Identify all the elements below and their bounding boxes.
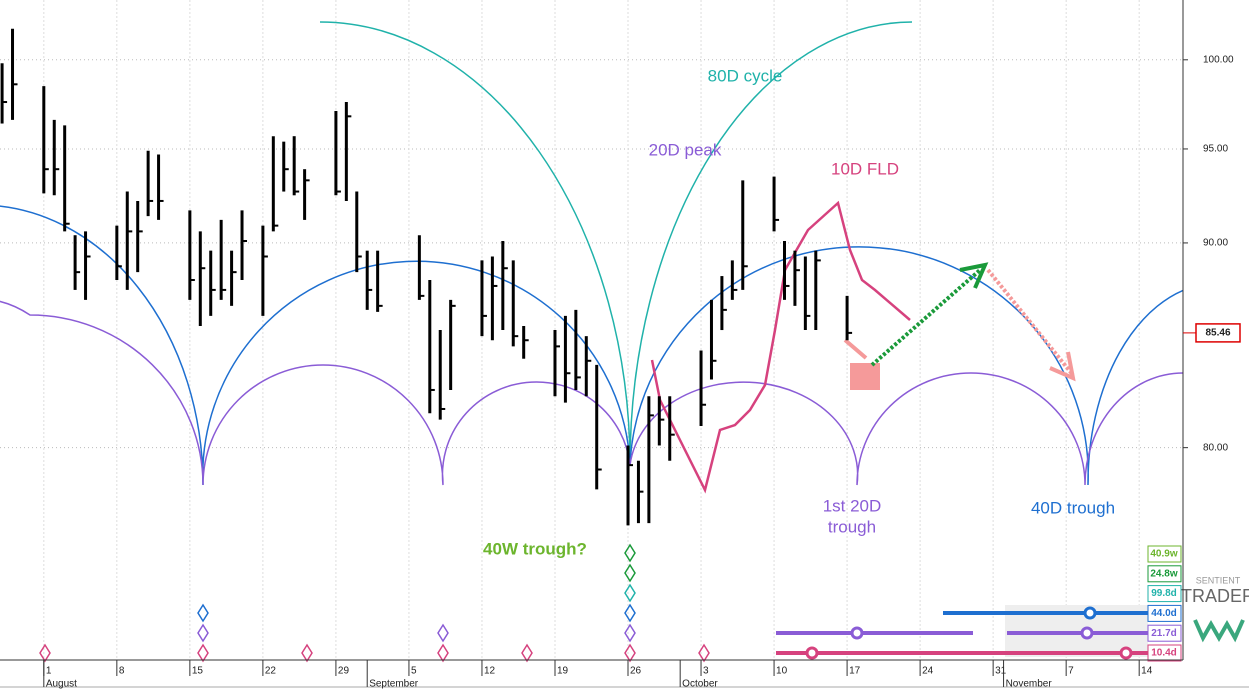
cycle-label: 40.9w	[1150, 549, 1177, 560]
x-tick-label: 17	[849, 666, 861, 677]
cycle-label-box	[1147, 545, 1182, 563]
logo-mark	[1193, 619, 1245, 643]
month-label: August	[46, 679, 77, 690]
y-tick-label: 95.00	[1203, 144, 1228, 155]
month-label: October	[682, 679, 718, 690]
annotation: 20D peak	[649, 140, 722, 159]
x-tick-label: 1	[46, 666, 52, 677]
annotation: 40W trough?	[483, 539, 587, 558]
cycle-label-box	[1147, 644, 1182, 662]
cycle-label-box	[1147, 565, 1182, 583]
cycle-label: 10.4d	[1151, 648, 1177, 659]
x-tick-label: 22	[265, 666, 277, 677]
x-tick-label: 26	[630, 666, 642, 677]
cycle-20d	[0, 300, 1183, 486]
cycle-label: 99.8d	[1151, 588, 1177, 599]
arrow-head	[1049, 351, 1076, 382]
annotation: 40D trough	[1031, 498, 1115, 517]
annotation: trough	[828, 517, 876, 536]
annotation: 80D cycle	[708, 66, 783, 85]
x-tick-label: 15	[192, 666, 204, 677]
logo: TRADER	[1181, 586, 1249, 606]
grid	[0, 0, 1183, 660]
arrow-head	[959, 262, 989, 289]
cycle-labels: 40.9w 24.8w 99.8d 44.0d 21.7d 10.4d	[1147, 545, 1182, 662]
month-label: September	[369, 679, 419, 690]
x-tick-label: 12	[484, 666, 496, 677]
projection-up	[870, 268, 982, 367]
cycle-label: 21.7d	[1151, 628, 1177, 639]
annotation: 10D FLD	[831, 159, 899, 178]
x-tick-label: 24	[922, 666, 934, 677]
cycle-markers	[39, 543, 1148, 663]
axes: 80.00 90.00 95.00 100.00 1 8 15 22 29 5 12 19 26 3 10 1…	[43, 54, 1241, 690]
last-price-label: 85.46	[1205, 328, 1230, 339]
cycles	[0, 21, 1183, 494]
price-bars	[0, 28, 853, 526]
arrow	[843, 338, 868, 360]
cycle-label-box	[1147, 604, 1182, 622]
logo: SENTIENT	[1196, 575, 1241, 585]
fld-line	[650, 200, 911, 494]
x-tick-label: 29	[338, 666, 350, 677]
cycle-40d	[0, 205, 1183, 486]
cycle-label-box	[1147, 585, 1182, 603]
annotation: 1st 20D	[823, 496, 882, 515]
y-tick-label: 100.00	[1203, 54, 1234, 65]
target-box	[850, 363, 880, 390]
x-tick-label: 3	[703, 666, 709, 677]
x-tick-label: 8	[119, 666, 125, 677]
month-label: November	[1006, 679, 1053, 690]
cycle-label: 44.0d	[1151, 608, 1177, 619]
x-tick-label: 14	[1141, 666, 1153, 677]
x-tick-label: 19	[557, 666, 569, 677]
projection-down	[986, 268, 1075, 377]
cycle-label: 24.8w	[1150, 568, 1177, 579]
x-tick-label: 7	[1068, 666, 1074, 677]
x-tick-label: 31	[995, 666, 1007, 677]
x-tick-label: 10	[776, 666, 788, 677]
y-tick-label: 90.00	[1203, 238, 1228, 249]
x-tick-label: 5	[411, 666, 417, 677]
cycle-label-box	[1147, 624, 1182, 642]
y-tick-label: 80.00	[1203, 442, 1228, 453]
